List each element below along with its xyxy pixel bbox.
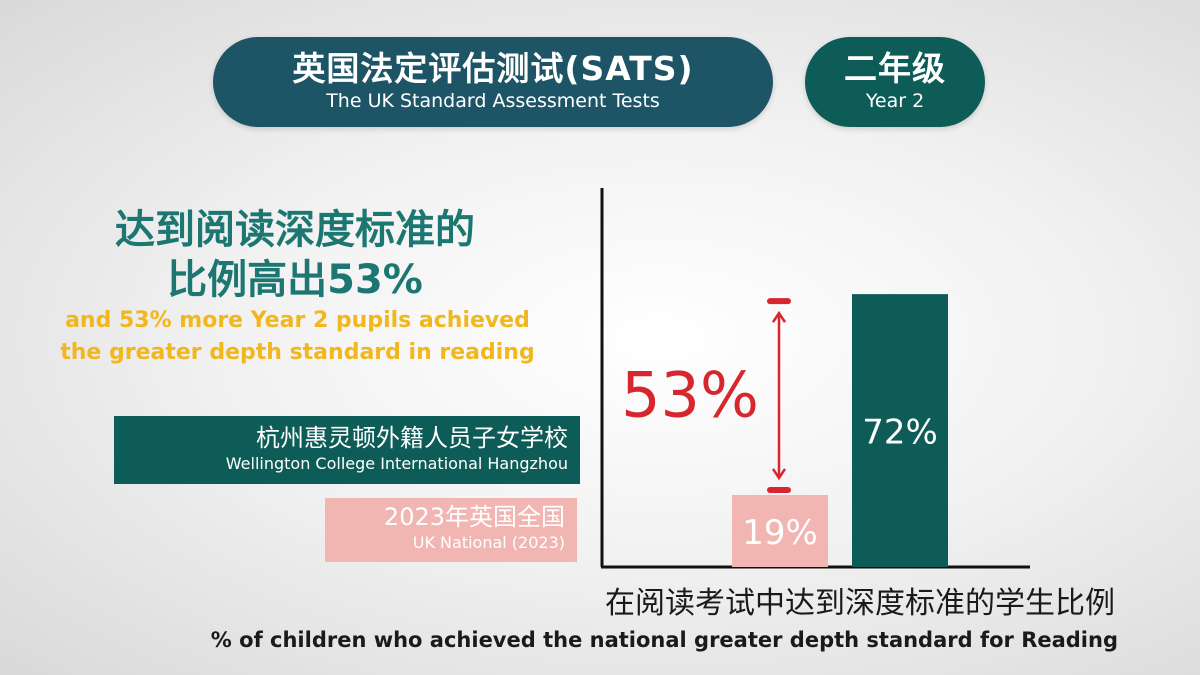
difference-label: 53%	[621, 359, 759, 432]
legend-national-zh: 2023年英国全国	[383, 503, 565, 531]
title-zh: 英国法定评估测试(SATS)	[292, 49, 694, 88]
bar-school-label: 72%	[862, 413, 938, 453]
headline-en-line2: the greater depth standard in reading	[60, 340, 535, 365]
title-en: The UK Standard Assessment Tests	[326, 90, 660, 112]
bar-national	[732, 494, 828, 567]
grade-zh: 二年级	[844, 49, 946, 88]
difference-arrow-down	[771, 468, 787, 481]
grade-pill: 二年级 Year 2	[805, 37, 985, 127]
headline-zh-line1: 达到阅读深度标准的	[115, 207, 475, 253]
grade-en: Year 2	[865, 90, 925, 112]
caption-en: % of children who achieved the national …	[210, 628, 1118, 652]
headline-zh-line2: 比例高出53%	[167, 257, 423, 303]
legend-school: 杭州惠灵顿外籍人员子女学校 Wellington College Interna…	[114, 416, 580, 484]
bar-national-label: 19%	[742, 513, 818, 553]
legend-school-zh: 杭州惠灵顿外籍人员子女学校	[256, 424, 568, 452]
headline-zh: 达到阅读深度标准的 比例高出53%	[40, 205, 550, 305]
headline-en: and 53% more Year 2 pupils achieved the …	[20, 305, 575, 369]
legend-national: 2023年英国全国 UK National (2023)	[325, 498, 577, 562]
caption-zh: 在阅读考试中达到深度标准的学生比例	[605, 586, 1115, 621]
title-pill: 英国法定评估测试(SATS) The UK Standard Assessmen…	[213, 37, 773, 127]
difference-arrow-up	[771, 310, 787, 323]
bar-school	[852, 294, 948, 567]
headline-en-line1: and 53% more Year 2 pupils achieved	[65, 308, 530, 333]
legend-school-en: Wellington College International Hangzho…	[225, 454, 568, 473]
legend-national-en: UK National (2023)	[412, 533, 565, 552]
